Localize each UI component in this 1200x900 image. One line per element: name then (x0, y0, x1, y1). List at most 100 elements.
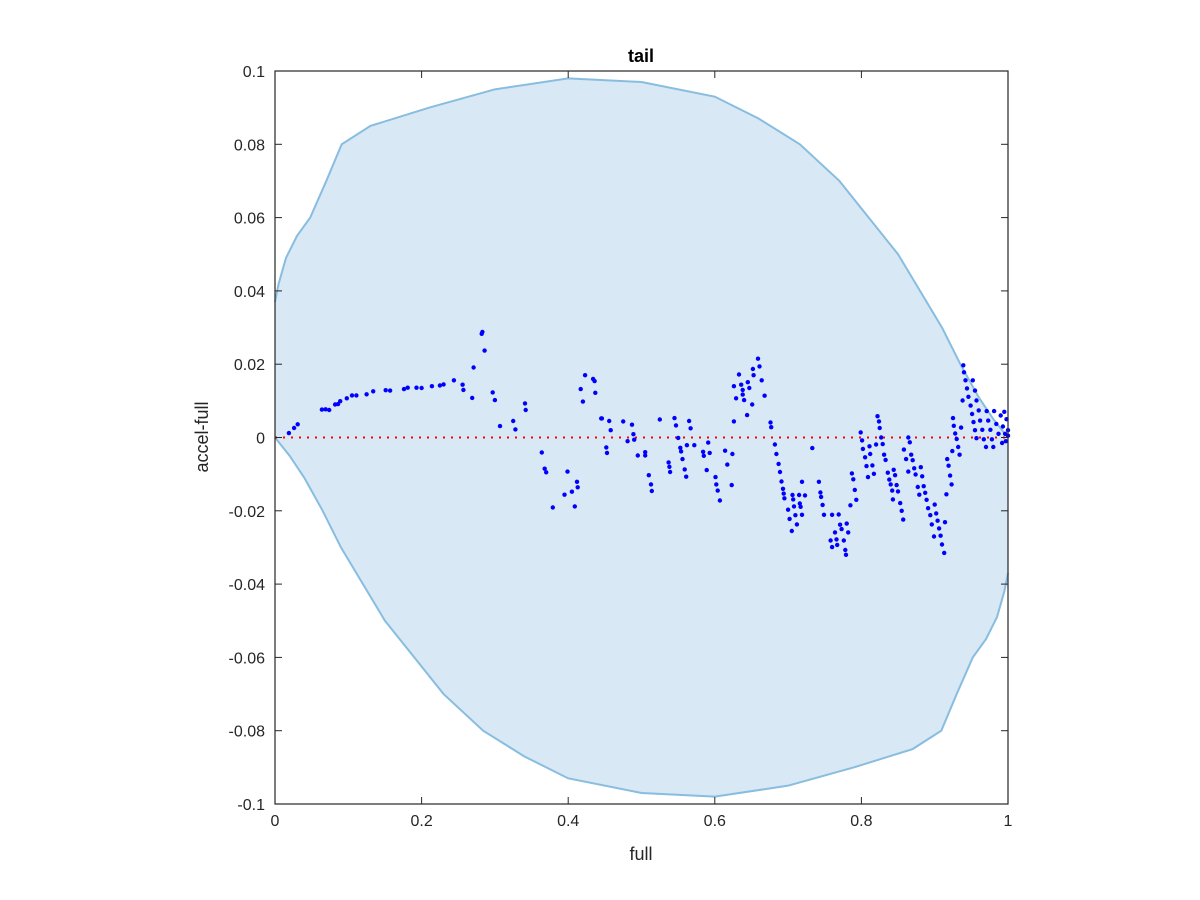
data-point (906, 469, 911, 474)
x-tick-label: 0.6 (704, 813, 726, 830)
data-point (939, 542, 945, 547)
data-point (750, 402, 755, 407)
data-point (834, 537, 839, 542)
data-point (972, 388, 978, 393)
data-point (731, 384, 737, 389)
data-point (371, 389, 376, 394)
data-point (947, 473, 953, 478)
data-point (934, 511, 939, 516)
data-point (877, 425, 882, 431)
data-point (870, 463, 875, 468)
data-point (799, 512, 805, 517)
data-point (938, 533, 943, 538)
data-point (860, 446, 866, 452)
data-point (888, 482, 893, 487)
data-point (932, 502, 937, 507)
data-point (490, 390, 495, 395)
data-point (839, 526, 844, 532)
data-point (797, 501, 802, 506)
data-point (701, 453, 706, 458)
data-point (780, 486, 786, 491)
data-point (725, 462, 730, 467)
data-point (871, 471, 877, 476)
data-point (880, 441, 885, 447)
data-point (976, 408, 981, 413)
axes: 0 0.2 0.4 0.6 0.8 1 -0.1 -0.08 -0.06 -0.04 -0.02 0 0… (229, 64, 1013, 830)
data-point (924, 497, 929, 502)
data-point (354, 393, 359, 398)
data-point (680, 456, 685, 462)
data-point (848, 503, 853, 508)
y-tick-label: -0.08 (229, 724, 266, 741)
data-point (593, 390, 598, 395)
data-point (730, 451, 735, 457)
data-point (950, 415, 956, 421)
data-point (575, 485, 580, 490)
data-point (991, 408, 997, 414)
data-point (918, 465, 923, 470)
data-point (419, 385, 424, 391)
data-point (991, 444, 996, 450)
data-point (364, 392, 369, 397)
data-point (789, 528, 794, 534)
data-point (629, 422, 635, 427)
data-point (986, 418, 991, 423)
data-point (929, 522, 934, 527)
data-point (772, 442, 778, 447)
data-point (511, 418, 516, 424)
region-fill (275, 78, 1008, 797)
data-point (999, 440, 1005, 446)
data-point (717, 498, 723, 503)
data-point (744, 412, 750, 418)
data-point (522, 401, 528, 406)
data-point (949, 482, 954, 487)
data-point (745, 380, 750, 385)
data-point (849, 471, 855, 476)
data-point (950, 448, 955, 454)
data-point (931, 534, 937, 539)
data-point (387, 388, 393, 393)
data-point (998, 413, 1003, 418)
data-point (625, 439, 630, 444)
data-point (794, 522, 800, 527)
x-axis-label: full (629, 844, 652, 864)
data-point (757, 364, 762, 369)
data-point (996, 431, 1001, 436)
data-point (829, 512, 835, 517)
data-point (700, 449, 706, 454)
data-point (862, 455, 868, 460)
x-tick-label: 1 (1004, 813, 1013, 830)
data-point (945, 456, 950, 462)
data-point (799, 479, 805, 484)
data-point (580, 399, 586, 404)
data-point (881, 452, 887, 457)
data-point (437, 383, 443, 388)
data-point (974, 436, 979, 441)
data-point (961, 370, 967, 375)
data-point (942, 520, 948, 525)
data-point (854, 497, 859, 502)
data-point (295, 422, 300, 427)
data-point (750, 366, 756, 372)
y-tick-label: -0.06 (229, 650, 266, 667)
data-point (909, 452, 914, 457)
data-point (635, 453, 640, 458)
data-point (851, 477, 856, 482)
y-tick-label: 0.06 (234, 211, 265, 228)
data-point (821, 512, 827, 517)
data-point (574, 479, 580, 484)
data-point (798, 504, 803, 509)
data-point (776, 461, 781, 467)
data-point (837, 522, 843, 527)
data-point (915, 484, 920, 490)
data-point (682, 467, 687, 472)
data-point (722, 448, 728, 453)
y-tick-label: -0.02 (229, 504, 266, 521)
data-point (970, 378, 975, 383)
data-point (777, 469, 783, 475)
data-point (791, 497, 796, 502)
y-tick-label: 0.04 (234, 284, 265, 301)
data-point (706, 440, 711, 445)
data-point (751, 373, 756, 378)
